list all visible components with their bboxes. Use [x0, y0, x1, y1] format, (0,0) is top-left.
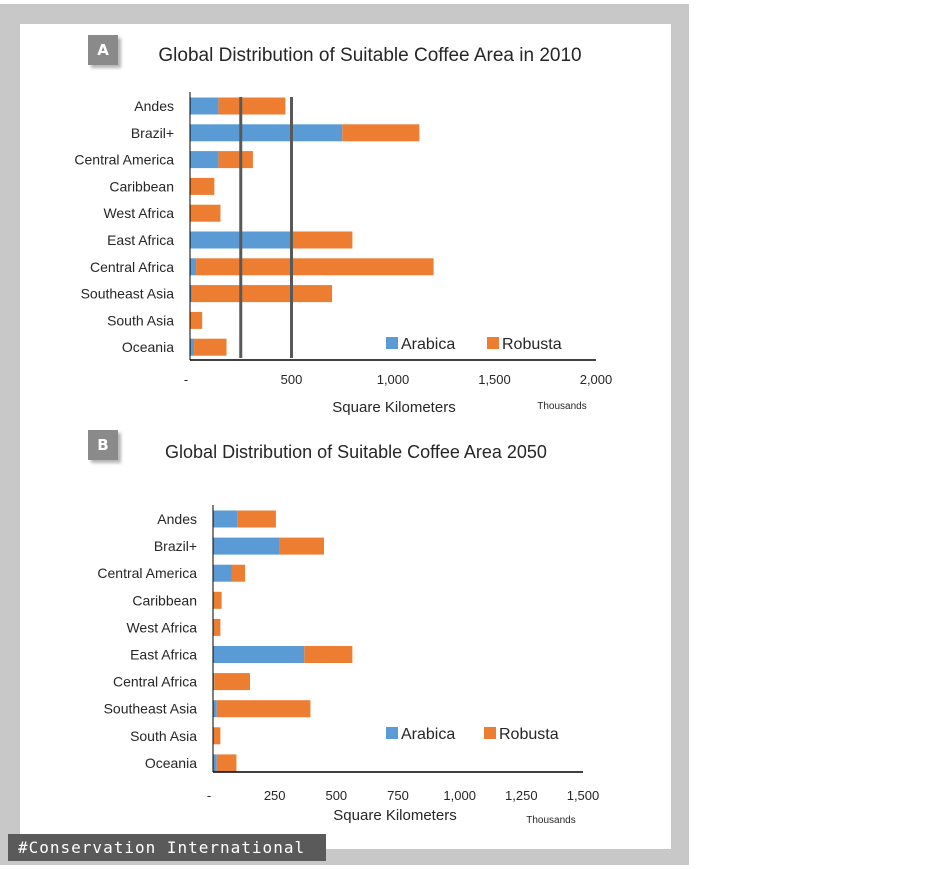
category-label: South Asia	[107, 312, 174, 328]
category-label: East Africa	[130, 647, 197, 663]
bar-arabica	[213, 510, 238, 528]
category-label: Southeast Asia	[81, 286, 175, 302]
x-tick-label: 2,000	[580, 372, 613, 387]
bar-robusta	[304, 646, 353, 663]
category-label: East Africa	[107, 232, 174, 248]
legend-label-arabica: Arabica	[401, 726, 455, 743]
x-axis-label: Square Kilometers	[332, 399, 455, 416]
category-label: Central Africa	[113, 674, 197, 690]
x-tick-label: 1,000	[443, 788, 476, 803]
bar-robusta	[291, 231, 353, 249]
figure-canvas	[20, 24, 671, 849]
chart-title: Global Distribution of Suitable Coffee A…	[158, 45, 581, 66]
x-tick-label: 250	[264, 788, 286, 803]
category-label: Central Africa	[90, 259, 174, 275]
bar-robusta	[214, 673, 250, 691]
x-tick-label: -	[184, 372, 188, 387]
bar-arabica	[190, 258, 197, 276]
legend-swatch-arabica	[386, 337, 398, 349]
chart-2050: Global Distribution of Suitable Coffee A…	[97, 442, 599, 826]
bar-arabica	[213, 564, 232, 582]
bar-arabica	[190, 151, 219, 169]
bar-arabica	[213, 646, 305, 663]
category-label: Central America	[74, 152, 174, 168]
category-label: Brazil+	[131, 125, 174, 141]
bar-robusta	[190, 177, 215, 195]
legend-swatch-robusta	[487, 337, 499, 349]
category-label: West Africa	[103, 205, 174, 221]
bar-robusta	[194, 338, 227, 356]
x-axis-label: Square Kilometers	[333, 807, 456, 824]
bar-robusta	[237, 510, 276, 528]
category-label: Caribbean	[132, 592, 197, 608]
bar-robusta	[279, 537, 324, 555]
category-label: Oceania	[145, 755, 197, 771]
category-label: Brazil+	[154, 538, 197, 554]
x-tick-label: 1,500	[567, 788, 600, 803]
category-label: South Asia	[130, 728, 197, 744]
legend-label-arabica: Arabica	[401, 336, 455, 353]
bar-robusta	[218, 97, 286, 115]
bar-robusta	[196, 258, 434, 276]
watermark-label: #Conservation International	[8, 834, 326, 861]
category-label: Oceania	[122, 339, 174, 355]
category-label: Central America	[97, 565, 197, 581]
category-label: Andes	[134, 98, 174, 114]
bar-robusta	[190, 204, 221, 222]
bar-arabica	[190, 124, 343, 142]
x-tick-label: 500	[325, 788, 347, 803]
x-axis-unit-note: Thousands	[526, 815, 575, 826]
bar-arabica	[213, 700, 217, 718]
category-label: Andes	[157, 511, 197, 527]
x-tick-label: -	[207, 788, 211, 803]
x-tick-label: 1,500	[478, 372, 511, 387]
figure-frame	[0, 4, 689, 865]
category-label: West Africa	[126, 619, 197, 635]
x-tick-label: 1,000	[377, 372, 410, 387]
bar-robusta	[216, 700, 311, 718]
category-label: Caribbean	[109, 178, 174, 194]
bar-arabica	[190, 285, 193, 303]
x-tick-label: 1,250	[505, 788, 538, 803]
bar-robusta	[218, 151, 253, 169]
bar-robusta	[231, 564, 246, 582]
legend-label-robusta: Robusta	[499, 726, 559, 743]
panel-a-badge: A	[88, 35, 118, 65]
bar-robusta	[342, 124, 420, 142]
legend-label-robusta: Robusta	[502, 336, 562, 353]
legend-swatch-arabica	[386, 727, 398, 739]
x-tick-label: 750	[387, 788, 409, 803]
chart-2010: Global Distribution of Suitable Coffee A…	[74, 45, 612, 416]
bar-arabica	[213, 673, 215, 691]
bar-arabica	[190, 338, 195, 356]
bar-robusta	[213, 591, 222, 609]
legend-swatch-robusta	[484, 727, 496, 739]
x-axis-unit-note: Thousands	[537, 401, 586, 412]
bar-robusta	[190, 311, 203, 329]
category-label: Southeast Asia	[104, 701, 198, 717]
x-tick-label: 500	[281, 372, 303, 387]
bar-arabica	[213, 537, 280, 555]
bar-arabica	[213, 754, 217, 772]
bar-arabica	[190, 97, 219, 115]
bar-robusta	[192, 285, 333, 303]
bar-robusta	[213, 618, 221, 636]
panel-b-badge: B	[88, 430, 118, 460]
bar-robusta	[213, 727, 221, 745]
chart-title: Global Distribution of Suitable Coffee A…	[165, 442, 547, 462]
bar-robusta	[216, 754, 237, 772]
